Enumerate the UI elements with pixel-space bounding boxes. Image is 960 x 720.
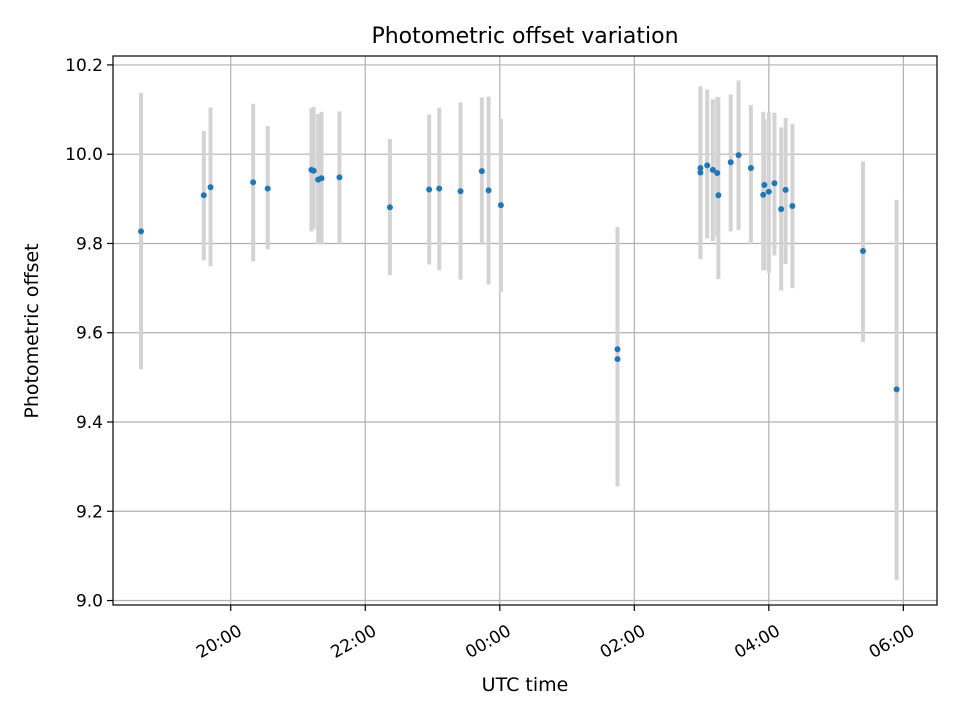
plot-frame [112, 55, 938, 606]
data-point [778, 206, 785, 213]
data-point [497, 202, 504, 209]
data-point [860, 248, 867, 255]
x-axis-label: UTC time [482, 674, 569, 696]
x-tick-label: 00:00 [462, 621, 514, 663]
x-tick-label: 06:00 [866, 621, 918, 663]
data-point [789, 202, 796, 209]
data-point [714, 169, 721, 176]
y-tick-label: 9.0 [76, 592, 103, 612]
y-tick-label: 10.0 [65, 145, 103, 165]
data-point [386, 204, 393, 211]
data-point [436, 185, 443, 192]
data-point [614, 356, 621, 363]
data-point [782, 186, 789, 193]
chart-title: Photometric offset variation [371, 24, 678, 49]
data-point [485, 187, 492, 194]
x-tick-label: 20:00 [193, 621, 245, 663]
data-point [771, 180, 778, 187]
x-tick-label: 02:00 [597, 621, 649, 663]
y-tick-label: 9.6 [76, 324, 103, 344]
data-point [747, 165, 754, 172]
x-tick-label: 22:00 [328, 621, 380, 663]
data-point [709, 166, 716, 173]
error-bars [139, 80, 899, 581]
data-point [704, 162, 711, 169]
data-point [697, 169, 704, 176]
y-tick-label: 9.4 [76, 413, 103, 433]
y-axis-label: Photometric offset [21, 243, 43, 418]
data-point [426, 186, 433, 193]
data-point [318, 175, 325, 182]
data-point [207, 184, 214, 191]
y-axis-ticks: 9.0 9.2 9.4 9.6 9.8 10.0 10.2 [65, 56, 113, 612]
data-points [138, 152, 900, 393]
x-axis-ticks: 20:00 22:00 00:00 02:00 04:00 06:00 [193, 605, 918, 663]
x-tick-label: 04:00 [731, 621, 783, 663]
data-point [250, 179, 257, 186]
data-point [765, 188, 772, 195]
data-point [760, 191, 767, 198]
y-tick-label: 9.8 [76, 234, 103, 254]
data-point [138, 228, 145, 235]
data-point [310, 167, 317, 174]
data-point [264, 185, 271, 192]
grid-lines [113, 56, 937, 605]
data-point [735, 152, 742, 159]
data-point [761, 181, 768, 188]
y-tick-label: 10.2 [65, 56, 103, 76]
data-point [727, 159, 734, 166]
data-point [614, 346, 621, 353]
data-point [478, 168, 485, 175]
data-point [893, 386, 900, 393]
data-point [336, 174, 343, 181]
data-point [200, 192, 207, 199]
data-point [697, 165, 704, 172]
y-tick-label: 9.2 [76, 502, 103, 522]
data-point [715, 192, 722, 199]
data-point [457, 188, 464, 195]
